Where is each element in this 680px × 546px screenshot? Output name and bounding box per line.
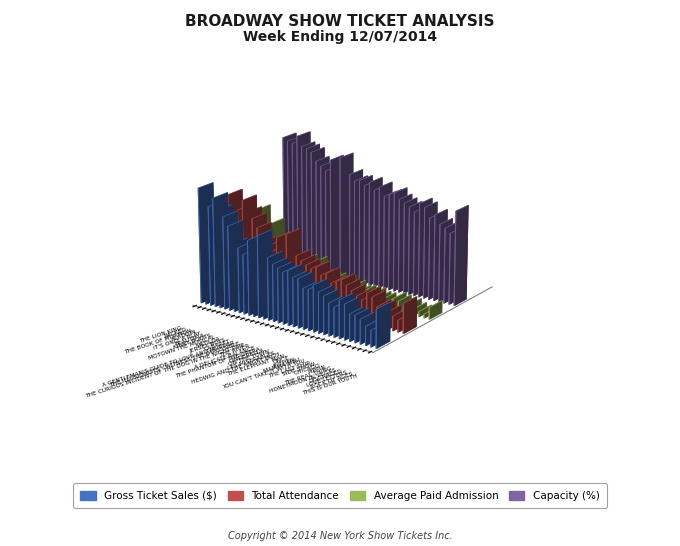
Text: BROADWAY SHOW TICKET ANALYSIS: BROADWAY SHOW TICKET ANALYSIS (185, 14, 495, 28)
Text: Copyright © 2014 New York Show Tickets Inc.: Copyright © 2014 New York Show Tickets I… (228, 531, 452, 541)
Text: Week Ending 12/07/2014: Week Ending 12/07/2014 (243, 30, 437, 44)
Legend: Gross Ticket Sales ($), Total Attendance, Average Paid Admission, Capacity (%): Gross Ticket Sales ($), Total Attendance… (73, 483, 607, 508)
